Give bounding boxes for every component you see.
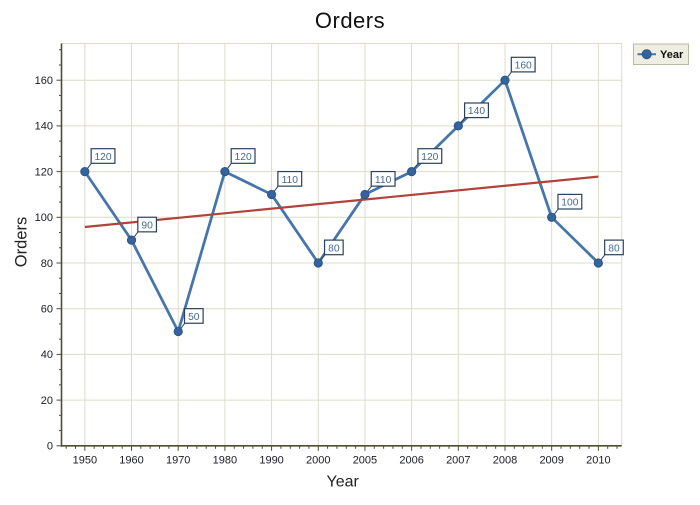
svg-text:1980: 1980 — [213, 455, 237, 467]
svg-text:100: 100 — [561, 198, 578, 209]
svg-text:160: 160 — [35, 75, 53, 87]
svg-text:140: 140 — [468, 106, 485, 117]
svg-text:2000: 2000 — [306, 455, 330, 467]
svg-text:20: 20 — [41, 395, 53, 407]
svg-text:1950: 1950 — [73, 455, 97, 467]
svg-text:120: 120 — [421, 152, 438, 163]
svg-text:Orders: Orders — [315, 8, 385, 33]
svg-text:Orders: Orders — [13, 217, 31, 267]
svg-text:50: 50 — [188, 312, 200, 323]
svg-text:2007: 2007 — [446, 455, 470, 467]
svg-text:Year: Year — [327, 474, 360, 491]
svg-text:160: 160 — [515, 61, 532, 72]
svg-text:2006: 2006 — [399, 455, 423, 467]
svg-text:0: 0 — [47, 441, 53, 453]
svg-text:2010: 2010 — [586, 455, 610, 467]
svg-text:Year: Year — [660, 49, 684, 61]
svg-text:110: 110 — [375, 175, 392, 186]
svg-text:60: 60 — [41, 304, 53, 316]
svg-text:120: 120 — [234, 152, 251, 163]
svg-text:100: 100 — [35, 212, 53, 224]
svg-text:1970: 1970 — [166, 455, 190, 467]
svg-text:110: 110 — [282, 175, 299, 186]
svg-text:2009: 2009 — [539, 455, 563, 467]
svg-text:80: 80 — [328, 243, 340, 254]
svg-text:140: 140 — [35, 121, 53, 133]
svg-text:120: 120 — [35, 166, 53, 178]
svg-text:40: 40 — [41, 349, 53, 361]
svg-text:90: 90 — [141, 220, 153, 231]
svg-text:2005: 2005 — [353, 455, 377, 467]
svg-text:80: 80 — [41, 258, 53, 270]
svg-text:2008: 2008 — [493, 455, 517, 467]
svg-text:80: 80 — [608, 243, 620, 254]
svg-text:1960: 1960 — [119, 455, 143, 467]
svg-text:120: 120 — [94, 152, 111, 163]
svg-text:1990: 1990 — [259, 455, 283, 467]
